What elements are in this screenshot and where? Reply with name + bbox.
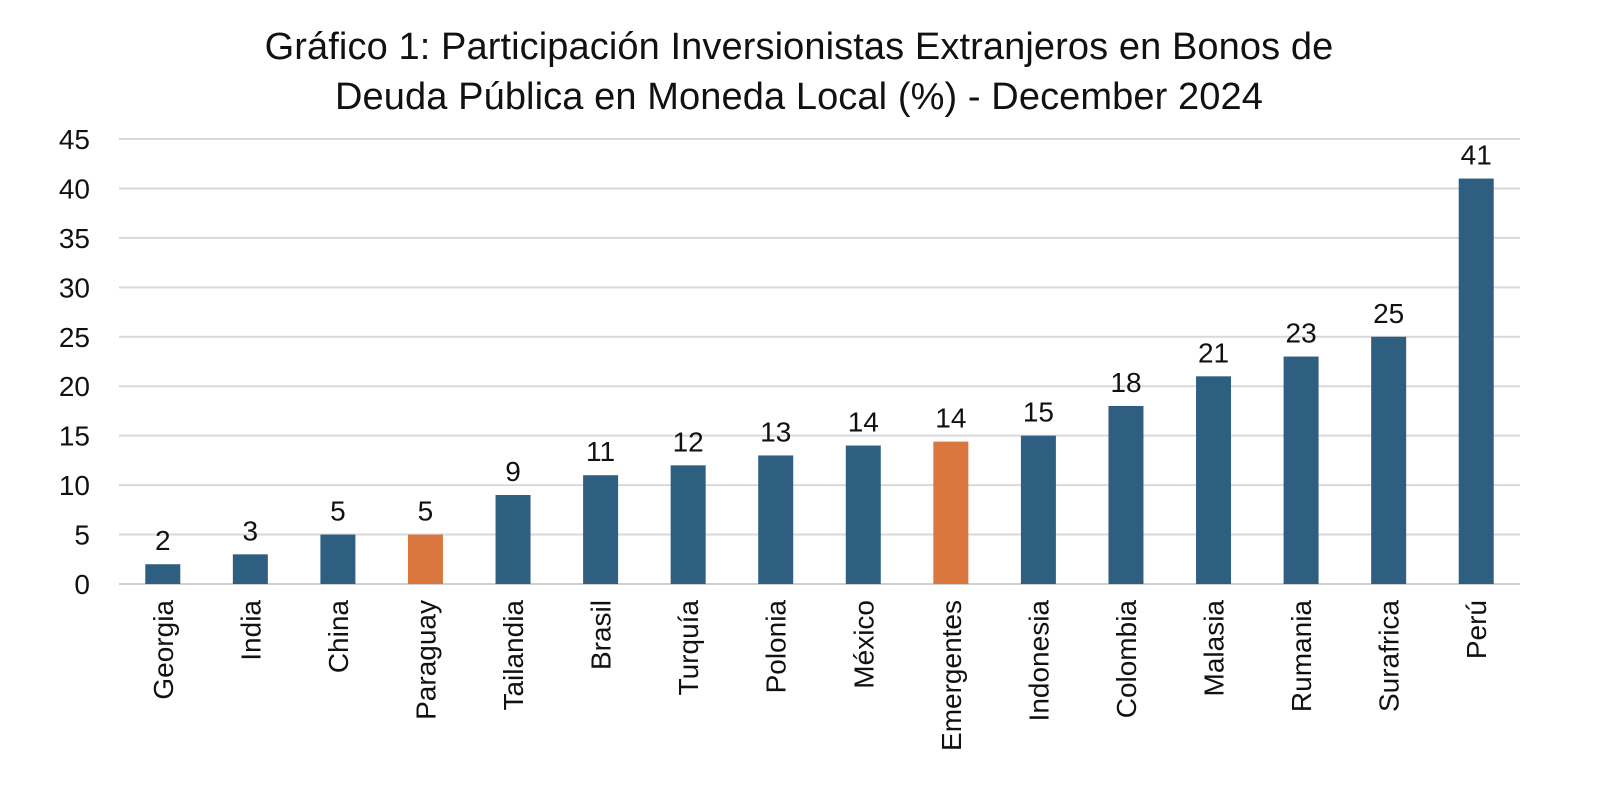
bar-mexico [845,445,881,584]
y-tick-label: 10 [59,470,90,501]
bar-brasil [583,475,619,584]
bar-turquia [670,465,706,584]
category-label: México [848,600,879,689]
bar-tailandia [495,495,531,584]
value-label: 11 [586,436,615,467]
category-label: Tailandia [498,600,529,711]
value-label: 23 [1286,318,1317,349]
category-label: Malasia [1199,600,1230,697]
chart-title-line-2: Deuda Pública en Moneda Local (%) - Dece… [335,76,1263,118]
value-label: 21 [1198,337,1229,368]
y-tick-label: 40 [59,173,90,204]
chart-title-line-1: Gráfico 1: Participación Inversionistas … [264,26,1334,68]
bar-rumania [1283,356,1319,584]
bar-emergentes [933,441,969,584]
y-tick-label: 20 [59,371,90,402]
category-label: Rumania [1286,600,1317,712]
category-label: Indonesia [1023,600,1054,722]
label-layer: 0 5 10 15 20 25 30 35 40 45 2 Georgia 3 India 5 China 5 P… [59,124,1492,751]
bar-malasia [1196,376,1232,584]
value-label: 14 [935,403,966,434]
y-tick-label: 30 [59,272,90,303]
y-tick-label: 35 [59,223,90,254]
y-tick-label: 5 [74,520,90,551]
value-label: 15 [1023,397,1054,428]
value-label: 14 [848,407,879,438]
category-label: Emergentes [936,600,967,751]
category-label: Polonia [761,600,792,694]
category-label: Georgia [148,600,179,700]
value-label: 2 [155,525,171,556]
bar-indonesia [1020,435,1056,584]
y-tick-label: 45 [59,124,90,155]
value-label: 25 [1373,298,1404,329]
value-label: 13 [760,416,791,447]
value-label: 18 [1110,367,1141,398]
category-label: Turquía [673,600,704,696]
category-label: India [235,600,266,661]
value-label: 9 [505,456,521,487]
bar-paraguay [407,534,443,584]
value-label: 3 [243,515,259,546]
y-tick-label: 15 [59,421,90,452]
bar-layer [145,178,1494,585]
value-label: 41 [1461,140,1492,171]
bar-colombia [1108,406,1144,584]
y-tick-label: 0 [74,569,90,600]
category-label: Brasil [586,600,617,670]
category-label: Paraguay [410,600,441,720]
category-label: Colombia [1111,600,1142,719]
category-label: Perú [1461,600,1492,659]
value-label: 12 [673,426,704,457]
bar-india [232,554,268,584]
bar-georgia [145,564,181,584]
value-label: 5 [418,496,434,527]
chart-title: Gráfico 1: Participación Inversionistas … [0,22,1598,122]
bar-surafrica [1371,336,1407,584]
category-label: Surafrica [1374,600,1405,712]
category-label: China [323,600,354,674]
bar-china [320,534,356,584]
bar-peru [1458,178,1494,585]
bar-polonia [758,455,794,584]
y-tick-label: 25 [59,322,90,353]
value-label: 5 [330,496,346,527]
